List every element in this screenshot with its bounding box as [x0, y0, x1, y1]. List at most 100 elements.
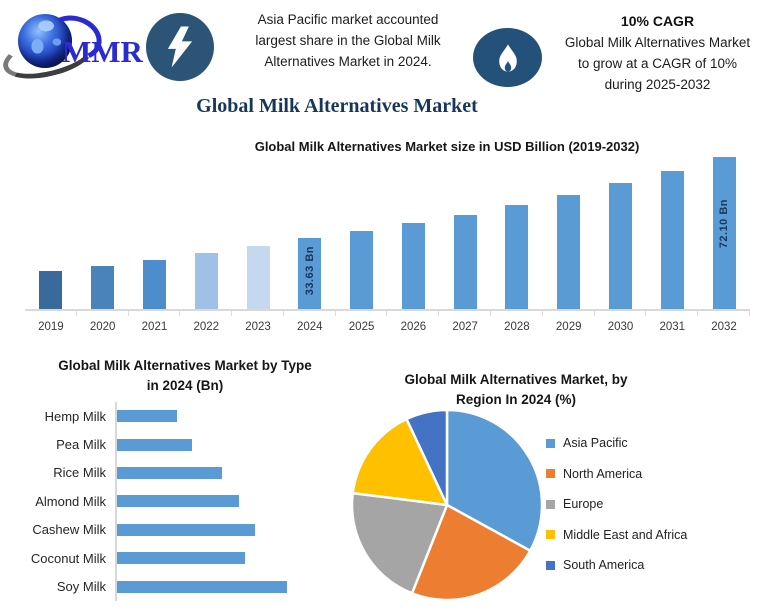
legend-label: Asia Pacific [563, 436, 628, 450]
bar-2031 [660, 170, 684, 309]
type-track [115, 487, 309, 516]
type-label: Soy Milk [56, 579, 106, 595]
type-label: Rice Milk [53, 465, 106, 481]
type-row-pea-milk: Pea Milk [9, 430, 309, 459]
cagr-body: Global Milk Alternatives Market to grow … [564, 35, 751, 92]
bar-2022 [194, 253, 218, 309]
bar-coconut-milk [117, 552, 245, 565]
column-slot: 2020 [77, 157, 129, 339]
legend-item-asia-pacific: Asia Pacific [546, 436, 687, 450]
type-track [115, 515, 309, 544]
legend-item-middle-east-and-africa: Middle East and Africa [546, 528, 687, 542]
type-track [115, 402, 309, 431]
column-bar-area [25, 157, 77, 309]
x-axis-label-2021: 2021 [141, 321, 168, 333]
column-bar-area [491, 157, 543, 309]
legend-label: North America [563, 466, 643, 481]
legend-swatch-icon [546, 469, 555, 478]
bar-2028 [505, 205, 529, 309]
type-label: Pea Milk [56, 437, 106, 453]
column-slot: 2029 [543, 157, 595, 339]
bar-value-label: 33.63 Bn [303, 246, 316, 296]
lightning-badge [146, 13, 214, 81]
column-slot: 72.10 Bn 2032 [698, 157, 750, 339]
bar-2025 [350, 231, 374, 309]
column-bar-area [387, 157, 439, 309]
legend-item-europe: Europe [546, 497, 687, 511]
bar-cashew-milk [117, 523, 255, 536]
column-slot: 2022 [180, 157, 232, 339]
flame-badge [473, 28, 542, 87]
legend-swatch-icon [546, 530, 555, 539]
legend-item-north-america: North America [546, 467, 687, 481]
column-slot: 2030 [595, 157, 647, 339]
x-axis-label-2029: 2029 [555, 321, 582, 333]
pie-slice-south-america [405, 408, 449, 507]
type-track [115, 458, 309, 488]
bar-soy-milk [117, 580, 287, 593]
column-bar-area [543, 157, 595, 309]
bar-2024: 33.63 Bn [298, 238, 322, 309]
type-row-rice-milk: Rice Milk [9, 458, 309, 488]
x-axis-label-2024: 2024 [297, 321, 323, 333]
column-slot: 2028 [491, 157, 543, 339]
pie-slice-north-america [410, 503, 532, 602]
type-label: Hemp Milk [44, 408, 106, 424]
cagr-title: 10% CAGR [620, 13, 695, 29]
flame-icon [498, 43, 517, 72]
bar-almond-milk [117, 495, 240, 508]
legend-label: Middle East and Africa [563, 527, 688, 542]
type-row-almond-milk: Almond Milk [9, 487, 309, 516]
pie-slice-middle-east-and-africa [351, 417, 449, 507]
column-slot: 2025 [336, 157, 388, 339]
pie-legend: Asia Pacific North America Europe Middle Ea… [546, 436, 687, 572]
x-axis-label-2027: 2027 [452, 321, 478, 333]
x-axis-label-2028: 2028 [504, 321, 530, 333]
x-axis-label-2020: 2020 [89, 321, 116, 333]
column-bar-area [232, 157, 284, 309]
column-bar-area: 33.63 Bn [284, 157, 336, 309]
x-axis-label-2025: 2025 [348, 321, 375, 333]
column-slot: 2019 [25, 157, 77, 339]
type-track [115, 543, 309, 573]
x-axis-label-2026: 2026 [400, 321, 427, 333]
column-bar-area [439, 157, 491, 309]
pie-slice-asia-pacific [445, 408, 544, 553]
type-chart-title: Global Milk Alternatives Market by Type … [58, 358, 312, 393]
bar-2023 [246, 245, 270, 309]
type-row-soy-milk: Soy Milk [9, 572, 309, 601]
page-title: Global Milk Alternatives Market [196, 95, 478, 117]
bar-2020 [91, 265, 115, 309]
bar-2032: 72.10 Bn [712, 157, 736, 309]
bar-2021 [142, 259, 166, 309]
logo-text: MMR [62, 34, 143, 69]
bar-2026 [401, 223, 425, 309]
column-slot: 2026 [387, 157, 440, 339]
column-bar-area [77, 157, 129, 309]
type-bar-chart: Hemp Milk Pea Milk Rice Milk Almond Milk Cas… [9, 402, 309, 601]
bar-2019 [39, 271, 63, 309]
type-label: Coconut Milk [30, 550, 106, 566]
column-chart-title: Global Milk Alternatives Market size in … [254, 139, 640, 154]
type-track [115, 572, 309, 601]
column-slot: 2031 [646, 157, 698, 339]
column-slot: 2027 [439, 157, 491, 339]
bar-value-label: 72.10 Bn [718, 199, 731, 249]
legend-swatch-icon [546, 438, 555, 448]
bar-2029 [557, 194, 581, 309]
column-bar-area [646, 157, 698, 309]
bar-pea-milk [117, 438, 192, 451]
lightning-icon [167, 26, 193, 68]
legend-swatch-icon [546, 499, 555, 509]
region-pie-chart [350, 408, 544, 602]
type-label: Almond Milk [35, 493, 106, 509]
bar-2027 [453, 214, 477, 309]
type-row-hemp-milk: Hemp Milk [9, 402, 309, 431]
region-chart-title: Global Milk Alternatives Market, by Regi… [404, 372, 628, 407]
highlight-text: Asia Pacific market accounted largest sh… [255, 12, 441, 69]
column-bar-area [180, 157, 232, 309]
x-axis-label-2022: 2022 [193, 321, 220, 333]
column-slot: 2021 [129, 157, 181, 339]
x-axis-label-2019: 2019 [38, 321, 64, 333]
column-chart: 2019 2020 2021 2022 2023 33.63 Bn 2024 2025 2026… [25, 157, 750, 339]
